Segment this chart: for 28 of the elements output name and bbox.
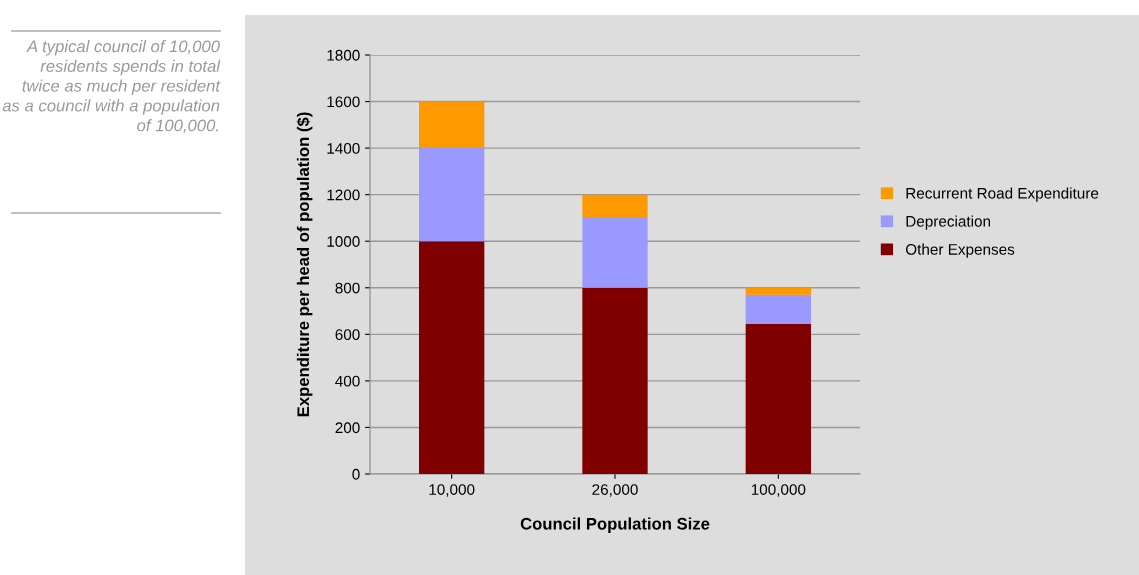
bar bbox=[582, 194, 648, 218]
legend-label: Recurrent Road Expenditure bbox=[906, 187, 1099, 202]
x-tick-label: 10,000 bbox=[429, 484, 475, 497]
bar bbox=[745, 323, 811, 474]
y-tick-label: 800 bbox=[335, 282, 360, 294]
legend-label: Depreciation bbox=[906, 215, 991, 230]
text: A typical council of 10,000 residents spends in total twice as much per resident as a council with a population of 100,000. bbox=[2, 40, 221, 134]
x-tick-label: 26,000 bbox=[592, 484, 638, 497]
y-tick-label: 1400 bbox=[327, 142, 360, 154]
bar bbox=[419, 101, 485, 149]
bar bbox=[582, 217, 648, 288]
bar bbox=[582, 287, 648, 474]
y-tick-label: 1000 bbox=[327, 236, 360, 247]
bar bbox=[419, 241, 485, 474]
x-tick-label: 100,000 bbox=[751, 484, 806, 497]
x-axis-title: Council Population Size bbox=[520, 517, 710, 533]
bar bbox=[419, 148, 485, 242]
y-tick-label: 400 bbox=[335, 375, 360, 387]
y-tick-label: 1800 bbox=[327, 49, 360, 61]
y-tick-label: 200 bbox=[335, 422, 360, 434]
y-tick-label: 1600 bbox=[327, 96, 360, 108]
y-tick-label: 600 bbox=[335, 329, 360, 341]
bar bbox=[745, 287, 811, 295]
y-tick-label: 1200 bbox=[327, 189, 360, 201]
bar bbox=[745, 294, 811, 324]
y-axis-title: Expenditure per head of population ($) bbox=[296, 112, 313, 417]
legend-label: Other Expenses bbox=[905, 243, 1015, 258]
y-tick-label: 0 bbox=[352, 468, 360, 480]
